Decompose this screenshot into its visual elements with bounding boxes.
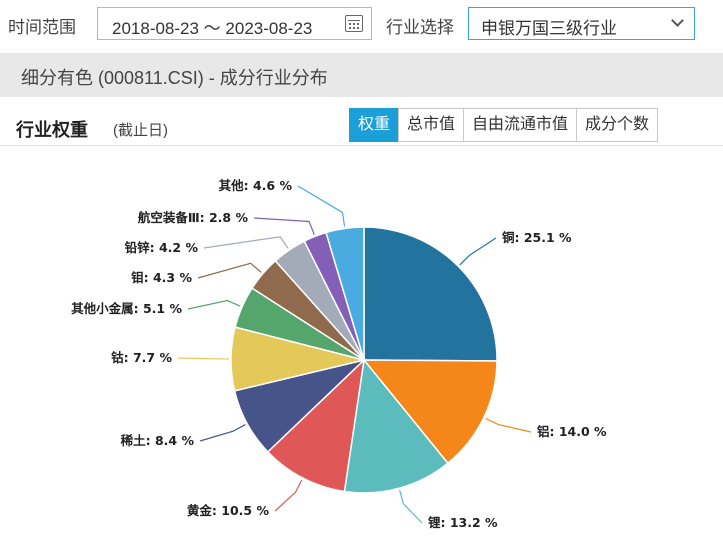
chevron-down-icon	[671, 14, 684, 27]
tab-weight[interactable]: 权重	[349, 108, 400, 142]
pie-label-7: 钼: 4.3 %	[131, 270, 192, 285]
filter-bar: 时间范围 2018-08-23 ～ 2023-08-23 行业选择 申银万国三级…	[0, 0, 723, 48]
pie-label-5: 钴: 7.7 %	[111, 350, 172, 365]
pie-slice-3[interactable]	[266, 357, 366, 493]
page-title: 细分有色 (000811.CSI) - 成分行业分布	[21, 68, 328, 88]
section-subtitle: (截止日)	[113, 122, 168, 139]
pie-slice-1[interactable]	[362, 359, 498, 465]
industry-select-value: 申银万国三级行业	[481, 19, 617, 38]
pie-label-4: 稀土: 8.4 %	[121, 433, 195, 448]
pie-leader-line-7	[197, 262, 262, 279]
pie-label-10: 其他: 4.6 %	[219, 178, 293, 193]
calendar-icon[interactable]	[345, 15, 363, 32]
pie-label-1: 铝: 14.0 %	[537, 424, 607, 439]
pie-label-3: 黄金: 10.5 %	[187, 503, 270, 518]
pie-leader-line-9	[253, 217, 315, 235]
pie-label-6: 其他小金属: 5.1 %	[71, 301, 182, 316]
pie-leader-line-0	[459, 237, 497, 266]
pie-label-9: 航空装备Ⅲ: 2.8 %	[138, 210, 249, 225]
pie-slice-0[interactable]	[363, 226, 498, 362]
industry-weight-pie-chart: 铜: 25.1 % 铝: 14.0 % 锂: 13.2 % 黄金: 10.5 % 稀土:…	[71, 178, 607, 530]
pie-leader-line-4	[199, 424, 246, 442]
section-title: 行业权重	[16, 120, 88, 140]
pie-leader-line-2	[399, 490, 423, 524]
tab-total-market-cap[interactable]: 总市值	[398, 108, 465, 142]
date-range-picker[interactable]: 2018-08-23 ～ 2023-08-23	[97, 7, 372, 40]
pie-slice-2[interactable]	[343, 358, 449, 494]
industry-select[interactable]: 申银万国三级行业	[468, 7, 695, 40]
pie-leader-line-10	[297, 185, 346, 227]
time-range-label: 时间范围	[8, 18, 76, 37]
tab-free-float-market-cap[interactable]: 自由流通市值	[463, 108, 578, 142]
pie-label-2: 锂: 13.2 %	[428, 515, 498, 530]
date-range-value: 2018-08-23 ～ 2023-08-23	[112, 19, 313, 38]
pie-label-0: 铜: 25.1 %	[502, 230, 572, 245]
metric-tabs: 权重 总市值 自由流通市值 成分个数	[349, 108, 659, 142]
pie-label-8: 铅锌: 4.2 %	[124, 240, 199, 255]
tab-constituent-count[interactable]: 成分个数	[576, 108, 659, 142]
pie-leader-line-1	[485, 417, 532, 433]
pie-leader-line-5	[177, 357, 230, 360]
section-header: 行业权重 (截止日) 权重 总市值 自由流通市值 成分个数	[0, 104, 723, 146]
pie-leader-line-3	[274, 479, 303, 512]
industry-select-label: 行业选择	[386, 18, 454, 37]
page-title-bar: 细分有色 (000811.CSI) - 成分行业分布	[0, 53, 723, 97]
pie-slice-10[interactable]	[325, 226, 365, 361]
pie-leader-line-8	[203, 236, 289, 249]
pie-leader-line-6	[187, 299, 241, 310]
